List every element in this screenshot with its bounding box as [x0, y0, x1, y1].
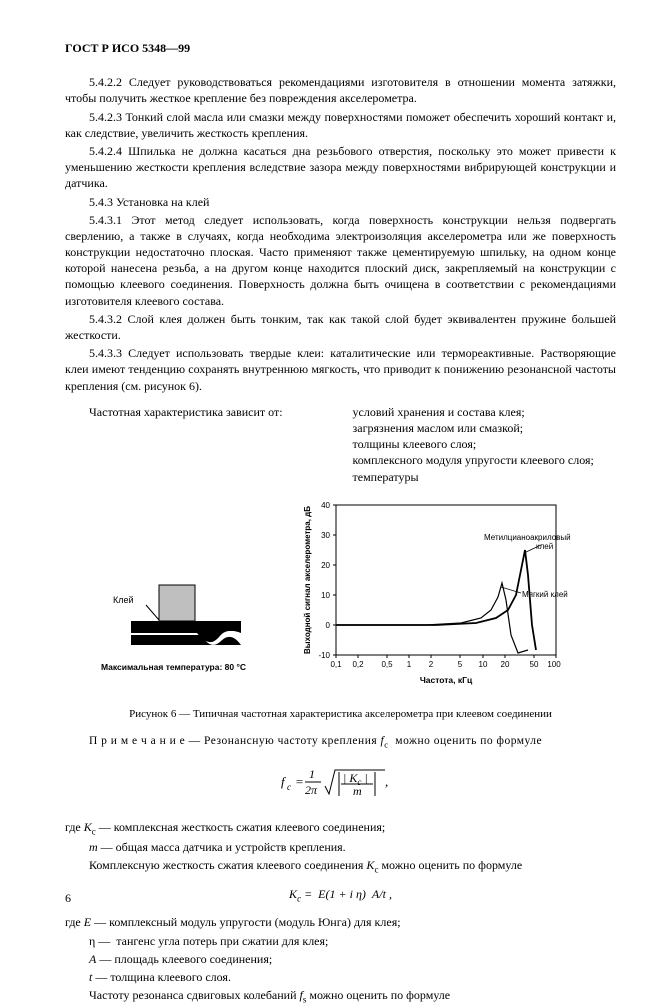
soft-label: Мягкий клей: [522, 590, 568, 599]
depends-item: температуры: [353, 469, 617, 485]
para-5-4-2-2: 5.4.2.2 Следует руководствоваться рекоме…: [65, 74, 616, 106]
svg-text:,: ,: [385, 774, 388, 789]
depends-left: Частотная характеристика зависит от:: [65, 404, 353, 485]
formula-kc: Kc = E(1 + i η) A/t ,: [65, 886, 616, 905]
svg-text:0,1: 0,1: [330, 660, 342, 669]
note: П р и м е ч а н и е — Резонансную частот…: [65, 734, 616, 751]
where-block-2: где E — комплексный модуль упругости (мо…: [65, 914, 616, 1005]
where-block-1: где Kc — комплексная жесткость сжатия кл…: [65, 819, 616, 876]
svg-text:100: 100: [547, 660, 561, 669]
svg-text:0,5: 0,5: [381, 660, 393, 669]
svg-text:40: 40: [321, 501, 330, 510]
figure-6: Клей Максимальная температура: 80 °С -10…: [65, 495, 616, 695]
depends-item: загрязнения маслом или смазкой;: [353, 420, 617, 436]
temp-label: Максимальная температура: 80 °С: [101, 662, 246, 672]
adhesive-label: Клей: [113, 595, 134, 605]
para-5-4-3-1: 5.4.3.1 Этот метод следует использовать,…: [65, 212, 616, 309]
depends-item: толщины клеевого слоя;: [353, 436, 617, 452]
methyl-label: Метилцианоакриловый: [484, 533, 571, 542]
svg-text:30: 30: [321, 531, 330, 540]
svg-text:20: 20: [321, 561, 330, 570]
page-number: 6: [65, 890, 71, 906]
svg-text:m: m: [353, 784, 362, 798]
svg-text:10: 10: [478, 660, 487, 669]
y-axis-label: Выходной сигнал акселерометра, дБ: [303, 505, 312, 653]
adhesive-diagram: Клей Максимальная температура: 80 °С: [101, 535, 271, 695]
svg-text:1: 1: [406, 660, 411, 669]
svg-text:10: 10: [321, 591, 330, 600]
svg-text:5: 5: [457, 660, 462, 669]
figure-caption: Рисунок 6 — Типичная частотная характери…: [65, 707, 616, 722]
x-axis-label: Частота, кГц: [419, 675, 472, 685]
depends-right: условий хранения и состава клея; загрязн…: [353, 404, 617, 485]
depends-item: условий хранения и состава клея;: [353, 404, 617, 420]
para-5-4-3-3: 5.4.3.3 Следует использовать твердые кле…: [65, 345, 616, 394]
dependency-list: Частотная характеристика зависит от: усл…: [65, 404, 616, 485]
para-5-4-3-2: 5.4.3.2 Слой клея должен быть тонким, та…: [65, 311, 616, 343]
svg-text:2: 2: [428, 660, 433, 669]
svg-text:0: 0: [325, 621, 330, 630]
depends-item: комплексного модуля упругости клеевого с…: [353, 452, 617, 468]
svg-text:2π: 2π: [305, 783, 318, 797]
svg-text:50: 50: [529, 660, 538, 669]
svg-text:=: =: [295, 774, 304, 789]
formula-fc: f c = 1 2π | Kc | m ,: [65, 760, 616, 808]
svg-text:клей: клей: [536, 542, 553, 551]
svg-text:c: c: [287, 782, 291, 792]
frequency-chart: -10 0 10 20 30 40 0,1 0,2 0,5 1 2 5 10 2…: [301, 495, 581, 695]
para-5-4-2-3: 5.4.2.3 Тонкий слой масла или смазки меж…: [65, 109, 616, 141]
para-5-4-2-4: 5.4.2.4 Шпилька не должна касаться дна р…: [65, 143, 616, 192]
svg-text:0,2: 0,2: [352, 660, 364, 669]
svg-text:-10: -10: [318, 651, 330, 660]
para-5-4-3: 5.4.3 Установка на клей: [65, 194, 616, 210]
svg-text:20: 20: [500, 660, 509, 669]
svg-text:1: 1: [309, 767, 315, 781]
standard-header: ГОСТ Р ИСО 5348—99: [65, 40, 616, 56]
